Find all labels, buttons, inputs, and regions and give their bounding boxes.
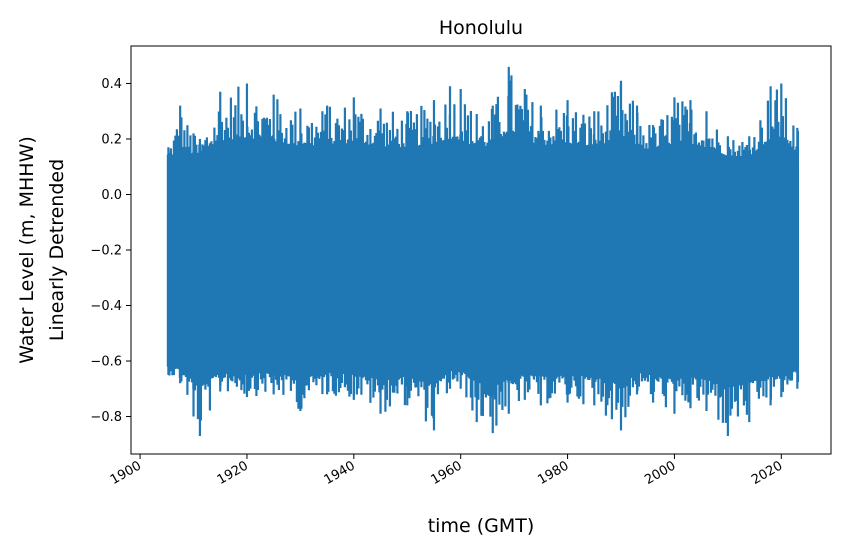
y-axis-label-line-1: Water Level (m, MHHW) bbox=[16, 136, 38, 364]
plot-area bbox=[130, 45, 832, 455]
y-axis-label-line-2: Linearly Detrended bbox=[46, 159, 68, 341]
y-tick-label: 0.0 bbox=[101, 188, 122, 203]
chart-title: Honolulu bbox=[439, 17, 523, 39]
y-tick-label: −0.2 bbox=[90, 244, 122, 259]
series-line bbox=[166, 66, 799, 436]
y-tick-label: −0.6 bbox=[90, 355, 122, 370]
series-layer bbox=[166, 66, 799, 436]
y-tick-label: 0.2 bbox=[101, 132, 122, 147]
y-tick-label: −0.4 bbox=[90, 299, 122, 314]
x-axis-label: time (GMT) bbox=[428, 515, 535, 537]
y-tick-label: 0.4 bbox=[101, 77, 122, 92]
y-tick-label: −0.8 bbox=[90, 410, 122, 425]
y-axis-label: Water Level (m, MHHW) Linearly Detrended bbox=[16, 136, 68, 364]
series-band bbox=[167, 166, 799, 362]
y-axis: 0.4 0.2 0.0 −0.2 −0.4 −0.6 −0.8 bbox=[90, 77, 131, 425]
